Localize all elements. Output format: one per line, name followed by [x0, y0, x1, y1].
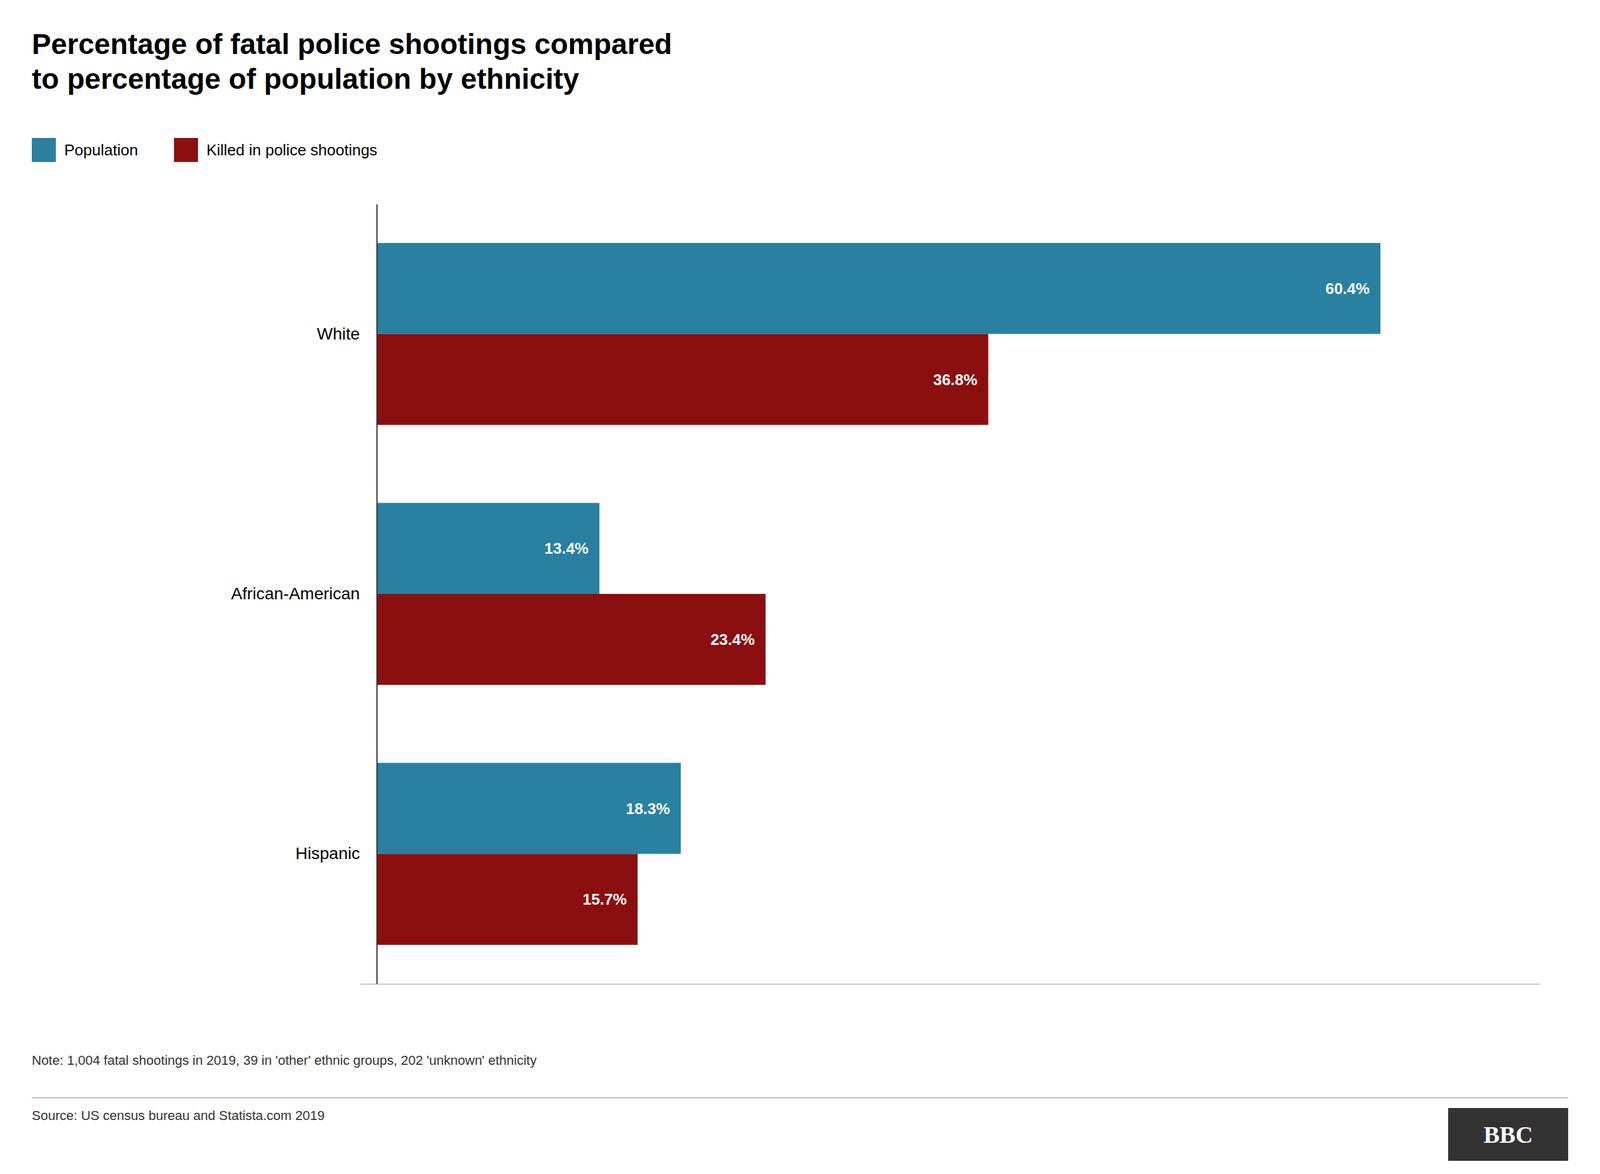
source: Source: US census bureau and Statista.co…: [31, 1108, 325, 1124]
data-label: 23.4%: [710, 630, 755, 649]
y-tick: White: [316, 324, 361, 344]
legend-item: Killed in police shootings: [174, 138, 378, 163]
data-label: 13.4%: [544, 539, 589, 558]
bars: [376, 243, 1381, 946]
legend-label: Killed in police shootings: [206, 141, 378, 160]
legend-label: Population: [64, 141, 139, 160]
logo: BBC: [1448, 1108, 1569, 1162]
y-tick: African-American: [231, 584, 361, 604]
title-line: to percentage of population by ethnicity: [31, 63, 580, 95]
legend-item: Population: [31, 138, 139, 163]
x-axis: [360, 984, 1541, 985]
bar: [376, 502, 600, 595]
legend-swatch: [31, 138, 56, 163]
x-axis-line: [360, 984, 1541, 985]
bar: [376, 594, 766, 686]
y-axis: White African-American Hispanic: [231, 204, 377, 985]
category-label: African-American: [231, 584, 361, 604]
legend: Population Killed in police shootings: [31, 138, 378, 163]
data-label: 15.7%: [582, 890, 628, 909]
category-label: White: [316, 324, 361, 344]
data-label: 18.3%: [625, 800, 671, 819]
logo-box: [1448, 1108, 1569, 1162]
chart: Percentage of fatal police shootings com…: [0, 0, 1600, 1174]
data-label: 60.4%: [1325, 279, 1370, 298]
bar: [376, 854, 638, 946]
logo-text: BBC: [1483, 1121, 1533, 1149]
note: Note: 1,004 fatal shootings in 2019, 39 …: [31, 1053, 537, 1069]
bar: [376, 243, 1381, 335]
bar: [376, 763, 682, 855]
bar-series: [376, 334, 989, 946]
category-label: Hispanic: [295, 844, 360, 864]
legend-swatch: [174, 138, 199, 163]
bar-series: [376, 243, 1381, 855]
title-line: Percentage of fatal police shootings com…: [31, 28, 673, 61]
separator: [31, 1097, 1569, 1099]
data-label: 36.8%: [933, 370, 978, 389]
y-axis-line: [376, 204, 378, 985]
title: Percentage of fatal police shootings com…: [31, 28, 673, 95]
data-labels: 60.4% 13.4% 18.3% 36.8% 23.4% 15.7%: [544, 279, 1370, 909]
y-tick: Hispanic: [295, 844, 360, 864]
bar: [376, 334, 989, 426]
